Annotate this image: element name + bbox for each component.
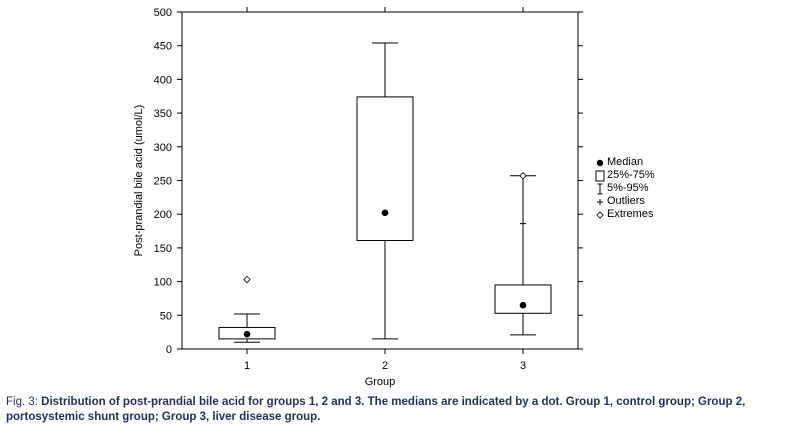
x-tick-label: 2 — [382, 360, 388, 372]
y-axis-ticks: 0 50 100 150 200 250 300 350 400 450 500 — [154, 7, 583, 356]
y-tick-label: 50 — [160, 310, 172, 322]
legend-item-iqr: 25%-75% — [593, 169, 655, 182]
y-tick-label: 150 — [154, 243, 172, 255]
diamond-icon — [593, 210, 607, 220]
plus-icon — [593, 197, 607, 207]
legend-label: Extremes — [607, 208, 654, 220]
dot-icon — [593, 158, 607, 168]
y-tick-label: 450 — [154, 41, 172, 53]
median-dot — [381, 209, 389, 217]
caption-prefix: Fig. 3: — [6, 396, 42, 408]
y-tick-label: 500 — [154, 7, 172, 19]
y-axis-label: Post-prandial bile acid (umol/L) — [133, 105, 145, 257]
legend-item-median: Median — [593, 156, 655, 169]
y-tick-label: 350 — [154, 108, 172, 120]
y-tick-label: 100 — [154, 277, 172, 289]
extreme-mark — [519, 172, 527, 180]
y-tick-label: 200 — [154, 209, 172, 221]
box-group-3 — [494, 172, 552, 336]
box-series — [218, 42, 552, 343]
legend-label: Median — [607, 156, 644, 168]
x-axis-ticks: 1 2 3 — [244, 7, 526, 372]
figure-caption: Fig. 3: Distribution of post-prandial bi… — [6, 395, 786, 425]
extreme-mark — [243, 275, 251, 284]
x-tick-label: 1 — [244, 360, 250, 372]
legend-item-extremes: Extremes — [593, 208, 655, 221]
y-tick-label: 250 — [154, 176, 172, 188]
box-group-2 — [356, 42, 414, 340]
plot-frame — [181, 11, 579, 350]
legend-label: 25%-75% — [607, 169, 655, 181]
y-tick-label: 0 — [166, 344, 172, 356]
box-icon — [593, 170, 607, 182]
median-dot — [519, 301, 527, 309]
box-group-1 — [218, 275, 276, 343]
x-axis-label: Group — [365, 376, 396, 388]
legend-item-range: 5%-95% — [593, 182, 655, 195]
median-dot — [243, 330, 251, 338]
legend-label: 5%-95% — [607, 182, 649, 194]
legend-label: Outliers — [607, 195, 645, 207]
y-tick-label: 300 — [154, 142, 172, 154]
chart-legend: Median 25%-75% 5%-95% Outliers Extremes — [593, 156, 655, 221]
y-tick-label: 400 — [154, 74, 172, 86]
caption-text: Distribution of post-prandial bile acid … — [6, 396, 746, 423]
whisker-icon — [593, 183, 607, 195]
iqr-box — [494, 284, 552, 314]
box-plot-chart: 0 50 100 150 200 250 300 350 400 450 500 1 2 3 Post-… — [133, 7, 583, 388]
legend-item-outliers: Outliers — [593, 195, 655, 208]
iqr-box — [356, 96, 414, 241]
x-tick-label: 3 — [520, 360, 526, 372]
